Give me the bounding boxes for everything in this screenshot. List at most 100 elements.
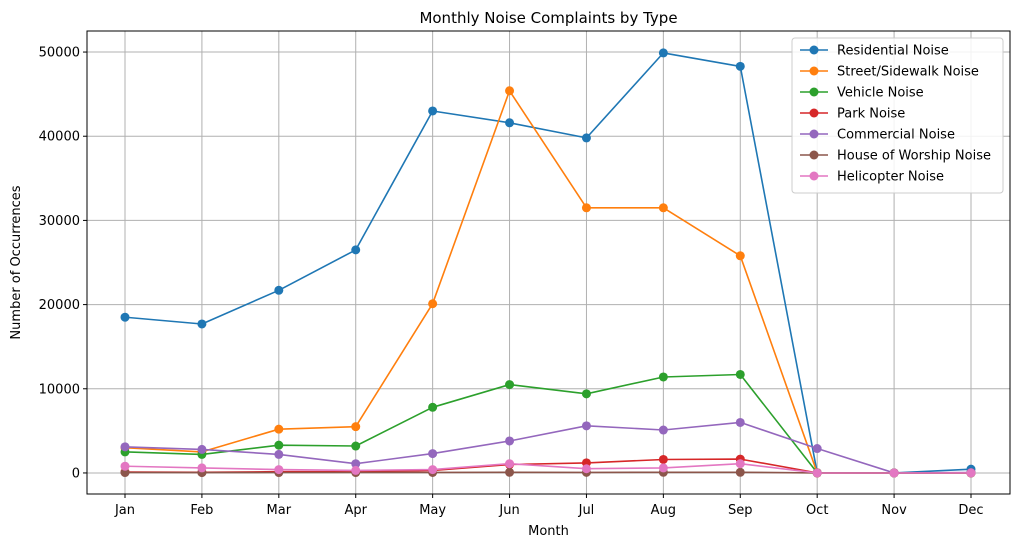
y-axis-title: Number of Occurrences <box>9 185 24 339</box>
x-tick-label: Jan <box>114 503 135 518</box>
legend-marker <box>809 150 819 160</box>
data-point <box>658 454 668 464</box>
data-point <box>658 203 668 213</box>
legend-box <box>791 37 1004 194</box>
data-point <box>581 133 591 143</box>
data-point <box>735 61 745 71</box>
data-point <box>351 245 361 255</box>
x-tick-label: Jun <box>498 503 519 518</box>
legend-marker <box>809 171 819 181</box>
data-point <box>197 463 207 473</box>
series-layer <box>120 48 976 478</box>
x-tick-label: Mar <box>267 503 292 518</box>
data-point <box>658 425 668 435</box>
data-point <box>581 421 591 431</box>
series-line <box>124 421 972 474</box>
data-point <box>274 465 284 475</box>
data-point <box>428 106 438 116</box>
legend-marker <box>809 129 819 139</box>
data-point <box>351 459 361 469</box>
data-point <box>658 463 668 473</box>
data-point <box>120 442 130 452</box>
data-point <box>735 459 745 469</box>
legend-label: Commercial Noise <box>837 128 955 143</box>
data-point <box>274 440 284 450</box>
data-point <box>812 444 822 454</box>
data-point <box>351 422 361 432</box>
x-tick-label: Apr <box>344 503 367 518</box>
data-point <box>735 369 745 379</box>
legend-item: Park Noise <box>800 107 905 122</box>
data-point <box>581 389 591 399</box>
x-tick-label: Nov <box>881 503 907 518</box>
data-point <box>274 449 284 459</box>
data-point <box>505 118 515 128</box>
y-tick-label: 10000 <box>39 382 80 397</box>
x-tick-label: Jul <box>578 503 595 518</box>
x-tick-label: Feb <box>190 503 213 518</box>
data-point <box>735 251 745 261</box>
y-tick-label: 50000 <box>39 46 80 61</box>
data-point <box>274 424 284 434</box>
legend-item: Helicopter Noise <box>800 170 944 185</box>
legend-label: Street/Sidewalk Noise <box>837 65 979 80</box>
plot-frame <box>86 30 1011 495</box>
data-point <box>505 467 515 477</box>
data-point <box>351 465 361 475</box>
data-point <box>658 372 668 382</box>
data-point <box>658 48 668 58</box>
data-point <box>428 299 438 309</box>
x-tick-label: Dec <box>958 503 983 518</box>
data-point <box>966 468 976 478</box>
x-tick-label: Oct <box>806 503 828 518</box>
data-point <box>428 402 438 412</box>
legend-label: Helicopter Noise <box>837 170 944 185</box>
legend-item: Street/Sidewalk Noise <box>800 65 979 80</box>
x-axis-title: Month <box>528 524 569 539</box>
legend-marker <box>809 45 819 55</box>
legend-item: Commercial Noise <box>800 128 955 143</box>
legend-marker <box>809 87 819 97</box>
data-point <box>274 285 284 295</box>
legend-item: House of Worship Noise <box>800 149 991 164</box>
legend-label: Residential Noise <box>837 44 949 59</box>
y-tick-label: 0 <box>72 466 80 481</box>
x-tick-label: Sep <box>728 503 753 518</box>
legend-marker <box>809 66 819 76</box>
legend-label: Vehicle Noise <box>837 86 924 101</box>
data-point <box>120 468 130 478</box>
legend-label: House of Worship Noise <box>837 149 991 164</box>
data-point <box>428 449 438 459</box>
data-point <box>505 459 515 469</box>
chart-title: Monthly Noise Complaints by Type <box>419 9 677 27</box>
legend-marker <box>809 108 819 118</box>
data-point <box>351 441 361 451</box>
data-point <box>505 380 515 390</box>
series-vehicle-noise <box>120 369 976 478</box>
legend: Residential Noise Street/Sidewalk Noise Ve… <box>791 37 1004 194</box>
legend-item: Vehicle Noise <box>800 86 924 101</box>
y-tick-label: 40000 <box>39 130 80 145</box>
x-tick-label: Aug <box>651 503 676 518</box>
data-point <box>120 461 130 471</box>
data-point <box>197 319 207 329</box>
legend-label: Park Noise <box>837 107 905 122</box>
data-point <box>735 467 745 477</box>
data-point <box>889 468 899 478</box>
data-point <box>735 417 745 427</box>
data-point <box>581 203 591 213</box>
data-point <box>505 86 515 96</box>
ticks: Jan Feb Mar Apr May Jun Jul Aug Sep Oct Nov Dec 0 100… <box>39 46 984 518</box>
legend-item: Residential Noise <box>800 44 949 59</box>
data-point <box>120 312 130 322</box>
y-tick-label: 20000 <box>39 298 80 313</box>
data-point <box>581 464 591 474</box>
series-helicopter-noise <box>120 459 976 478</box>
data-point <box>428 465 438 475</box>
y-tick-label: 30000 <box>39 214 80 229</box>
series-line <box>124 462 972 474</box>
data-point <box>197 444 207 454</box>
x-tick-label: May <box>419 503 446 518</box>
data-point <box>812 468 822 478</box>
